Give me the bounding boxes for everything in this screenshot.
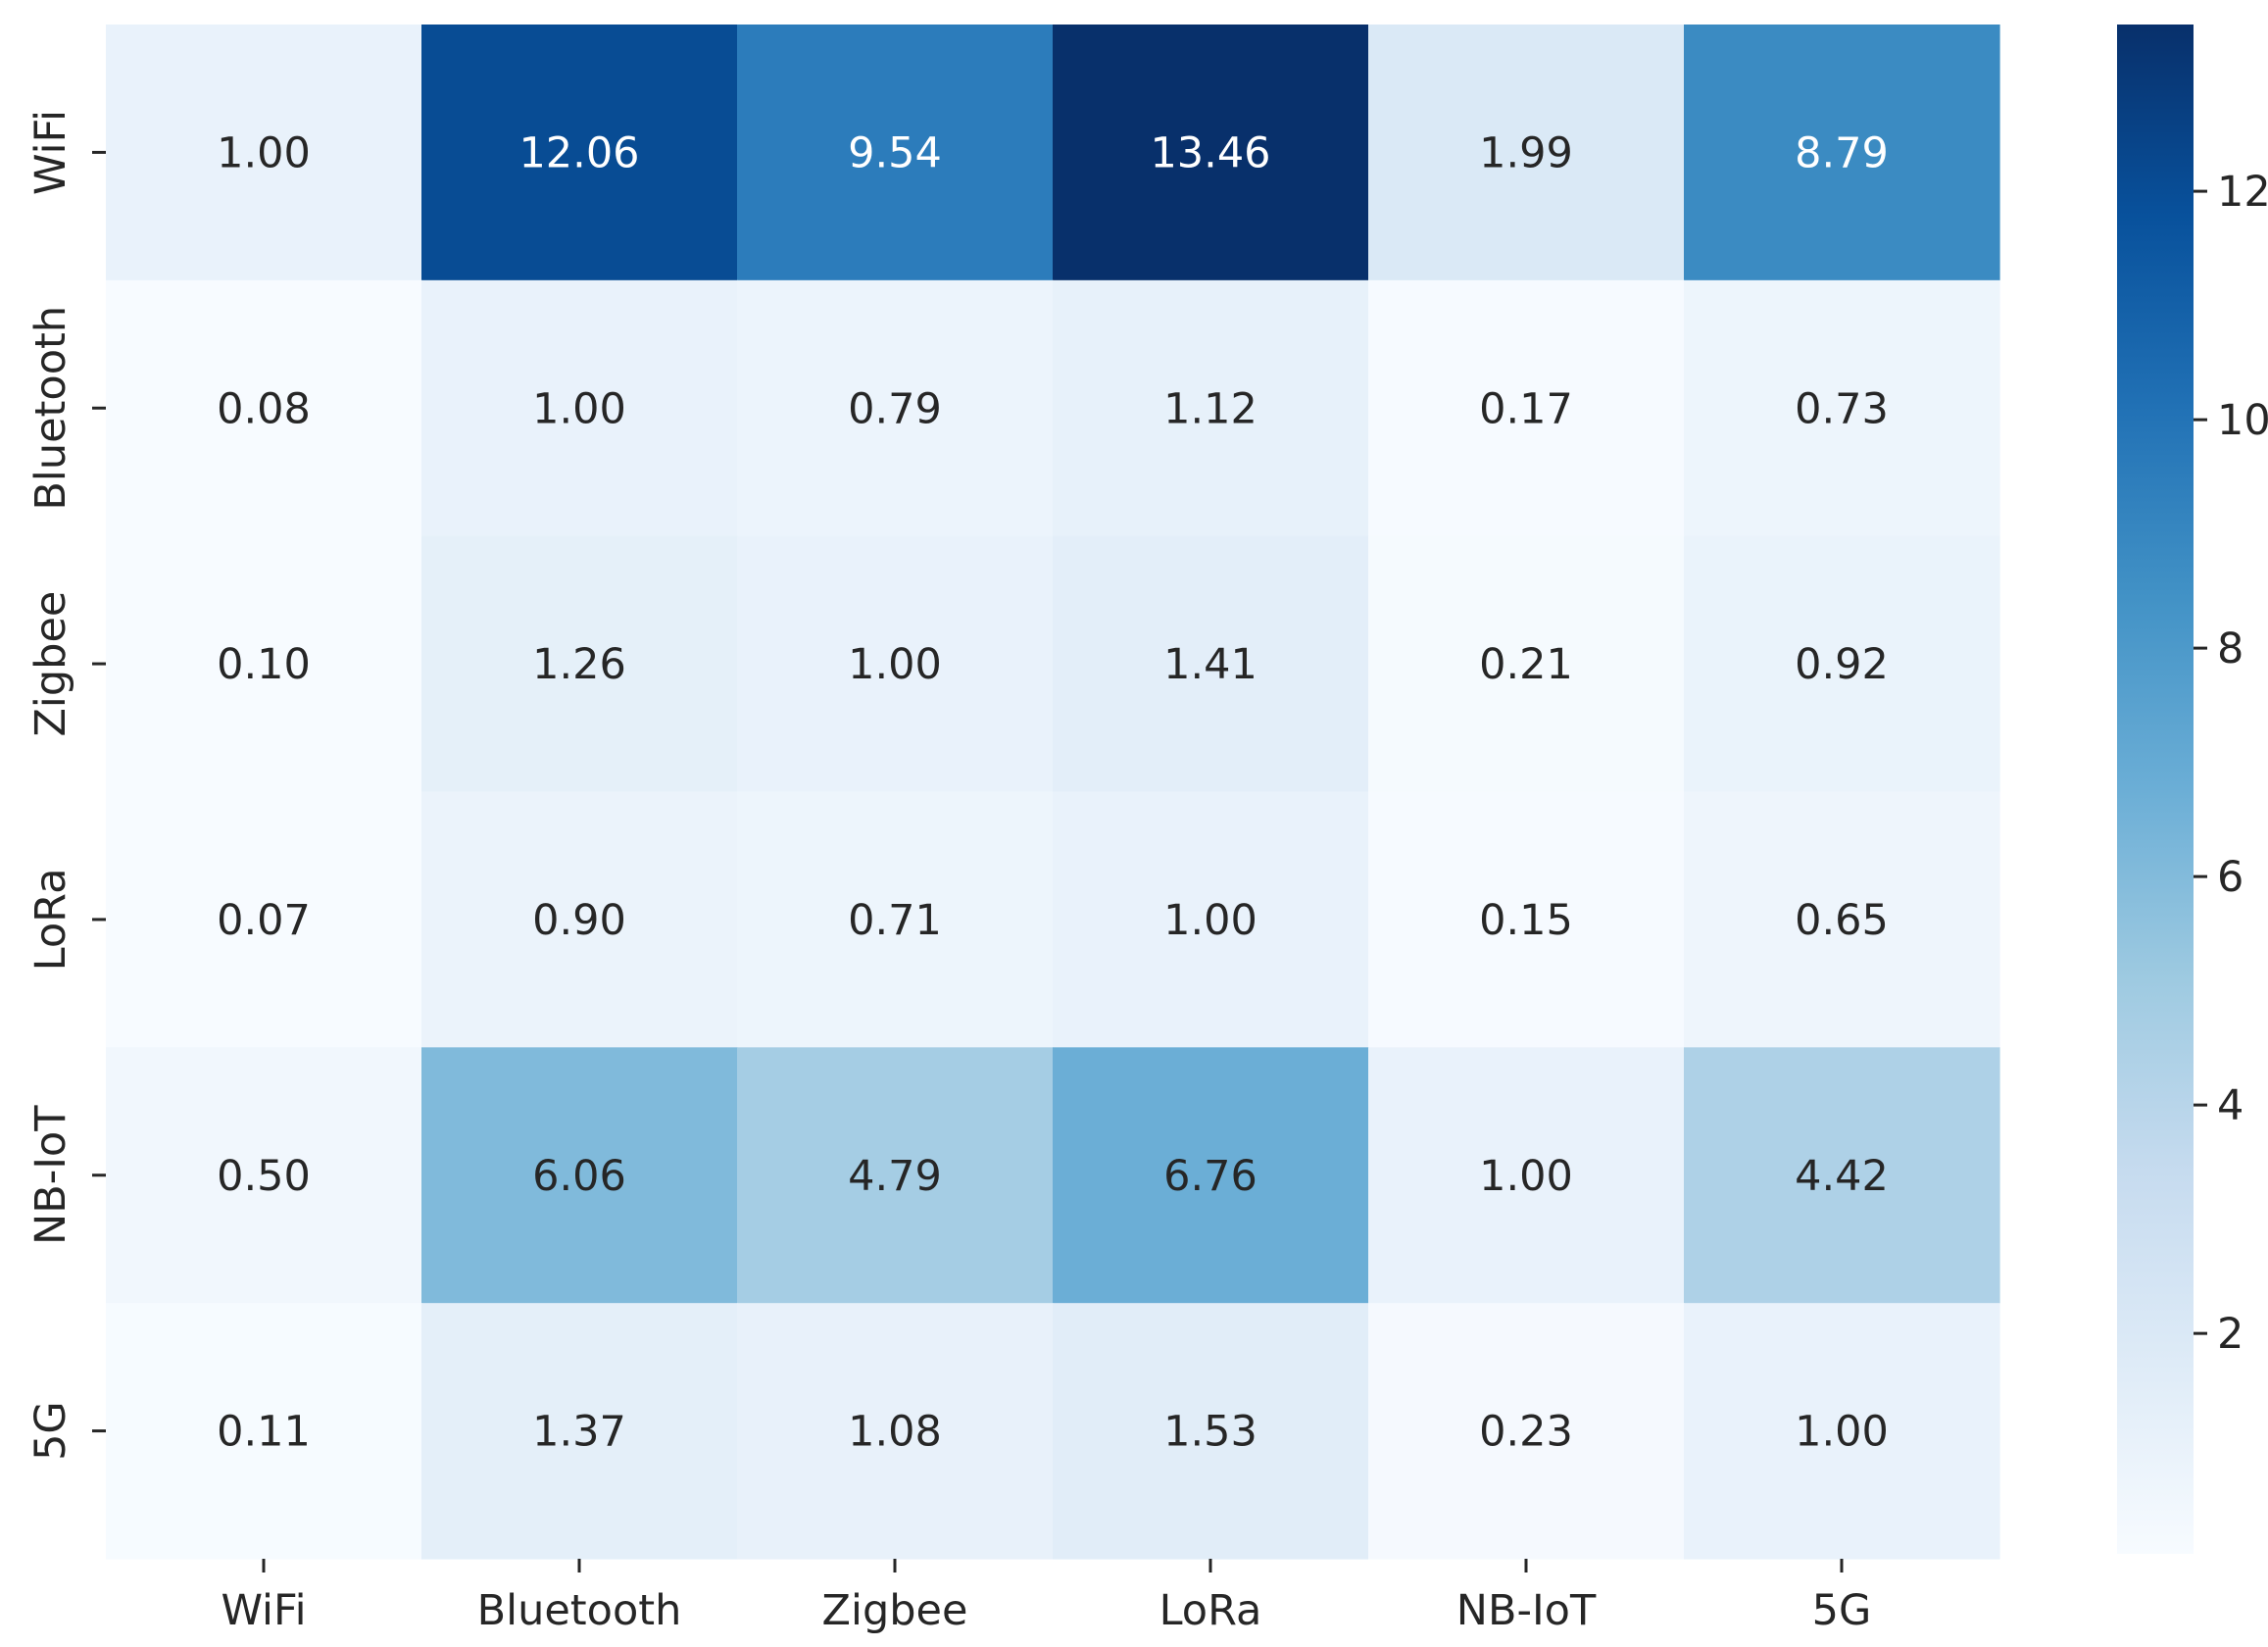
- heatmap-cell-3-4: [1368, 791, 1685, 1048]
- cell-value-label-2-2: 1.00: [848, 640, 942, 689]
- x-tick-label-3: LoRa: [1159, 1586, 1262, 1635]
- heatmap-cell-0-0: [106, 25, 422, 281]
- heatmap-cell-2-3: [1053, 535, 1369, 793]
- cell-value-label-1-3: 1.12: [1163, 384, 1257, 433]
- heatmap-cell-1-4: [1368, 279, 1685, 537]
- cell-value-label-5-3: 1.53: [1163, 1408, 1257, 1457]
- cell-value-label-0-5: 8.79: [1795, 128, 1889, 177]
- y-axis: WiFi Bluetooth Zigbee LoRa NB-IoT 5G: [26, 110, 106, 1461]
- heatmap-cell-1-0: [106, 279, 422, 537]
- heatmap-cell-5-4: [1368, 1303, 1685, 1560]
- cell-value-label-4-0: 0.50: [217, 1152, 311, 1201]
- x-tick-label-1: Bluetooth: [477, 1586, 682, 1635]
- heatmap-cell-4-2: [737, 1047, 1054, 1304]
- colorbar-tick-label-5: 12: [2217, 168, 2268, 217]
- cell-value-label-4-3: 6.76: [1163, 1152, 1257, 1201]
- cell-value-label-5-4: 0.23: [1479, 1408, 1573, 1457]
- cell-value-label-0-3: 13.46: [1150, 128, 1270, 177]
- x-tick-label-5: 5G: [1812, 1586, 1872, 1635]
- cell-value-label-4-1: 6.06: [532, 1152, 626, 1201]
- cell-value-label-4-5: 4.42: [1795, 1152, 1889, 1201]
- cell-value-label-1-2: 0.79: [848, 384, 942, 433]
- x-tick-label-0: WiFi: [221, 1586, 306, 1635]
- heatmap-cell-2-4: [1368, 535, 1685, 793]
- cell-value-label-2-3: 1.41: [1163, 640, 1257, 689]
- heatmap-cell-0-4: [1368, 25, 1685, 281]
- cell-value-label-0-2: 9.54: [848, 128, 942, 177]
- y-tick-label-5: 5G: [26, 1401, 75, 1461]
- heatmap-cell-3-1: [421, 791, 738, 1048]
- colorbar-tick-label-0: 2: [2217, 1310, 2243, 1359]
- heatmap-cell-5-0: [106, 1303, 422, 1560]
- heatmap-cell-0-1: [421, 25, 738, 281]
- heatmap-cell-4-0: [106, 1047, 422, 1304]
- heatmap-cell-4-3: [1053, 1047, 1369, 1304]
- heatmap-cell-0-2: [737, 25, 1054, 281]
- heatmap-cell-2-0: [106, 535, 422, 793]
- colorbar-gradient: [2117, 25, 2194, 1554]
- cell-value-label-5-0: 0.11: [217, 1408, 311, 1457]
- heatmap-cell-1-5: [1684, 279, 2000, 537]
- y-tick-label-2: Zigbee: [26, 591, 75, 737]
- x-tick-label-4: NB-IoT: [1456, 1586, 1597, 1635]
- colorbar: 2 4 6 8 10 12: [2117, 25, 2268, 1554]
- heatmap-cell-4-4: [1368, 1047, 1685, 1304]
- cell-value-label-3-4: 0.15: [1479, 896, 1573, 945]
- y-tick-label-3: LoRa: [26, 869, 75, 972]
- heatmap-cell-5-1: [421, 1303, 738, 1560]
- heatmap-cell-3-2: [737, 791, 1054, 1048]
- cell-value-label-5-2: 1.08: [848, 1408, 942, 1457]
- heatmap-cell-5-2: [737, 1303, 1054, 1560]
- heatmap-cell-5-3: [1053, 1303, 1369, 1560]
- heatmap-cell-5-5: [1684, 1303, 2000, 1560]
- cell-value-label-3-3: 1.00: [1163, 896, 1257, 945]
- cell-value-label-2-0: 0.10: [217, 640, 311, 689]
- cell-value-label-4-2: 4.79: [848, 1152, 942, 1201]
- x-tick-label-2: Zigbee: [822, 1586, 968, 1635]
- heatmap-cell-1-3: [1053, 279, 1369, 537]
- cell-value-label-2-5: 0.92: [1795, 640, 1889, 689]
- heatmap-cell-1-1: [421, 279, 738, 537]
- heatmap-cell-3-0: [106, 791, 422, 1048]
- cell-value-label-5-5: 1.00: [1795, 1408, 1889, 1457]
- colorbar-tick-label-3: 8: [2217, 624, 2243, 674]
- y-tick-label-4: NB-IoT: [26, 1105, 75, 1245]
- cell-value-label-3-2: 0.71: [848, 896, 942, 945]
- cell-value-label-4-4: 1.00: [1479, 1152, 1573, 1201]
- heatmap-cell-2-2: [737, 535, 1054, 793]
- heatmap-cell-0-3: [1053, 25, 1369, 281]
- cell-value-label-0-0: 1.00: [217, 128, 311, 177]
- cell-value-label-5-1: 1.37: [532, 1408, 626, 1457]
- heatmap-cell-1-2: [737, 279, 1054, 537]
- cell-value-label-0-1: 12.06: [518, 128, 639, 177]
- cell-value-label-1-5: 0.73: [1795, 384, 1889, 433]
- heatmap-cell-4-1: [421, 1047, 738, 1304]
- cell-value-label-3-1: 0.90: [532, 896, 626, 945]
- heatmap-cell-3-3: [1053, 791, 1369, 1048]
- y-tick-label-0: WiFi: [26, 110, 75, 195]
- colorbar-tick-label-1: 4: [2217, 1081, 2243, 1130]
- heatmap-cell-2-1: [421, 535, 738, 793]
- cell-value-label-2-1: 1.26: [532, 640, 626, 689]
- cell-value-label-3-5: 0.65: [1795, 896, 1889, 945]
- cell-value-label-0-4: 1.99: [1479, 128, 1573, 177]
- x-axis: WiFi Bluetooth Zigbee LoRa NB-IoT 5G: [221, 1559, 1871, 1635]
- y-tick-label-1: Bluetooth: [26, 306, 75, 511]
- cell-value-label-2-4: 0.21: [1479, 640, 1573, 689]
- colorbar-tick-label-4: 10: [2217, 396, 2268, 445]
- heatmap-cells: 1.00 12.06 9.54 13.46 1.99 8.79 0.08 1.00 0.79 1.…: [106, 25, 2000, 1560]
- cell-value-label-1-4: 0.17: [1479, 384, 1573, 433]
- colorbar-tick-label-2: 6: [2217, 853, 2243, 902]
- heatmap-cell-2-5: [1684, 535, 2000, 793]
- cell-value-label-1-1: 1.00: [532, 384, 626, 433]
- cell-value-label-3-0: 0.07: [217, 896, 311, 945]
- heatmap-cell-0-5: [1684, 25, 2000, 281]
- heatmap-cell-3-5: [1684, 791, 2000, 1048]
- heatmap-cell-4-5: [1684, 1047, 2000, 1304]
- cell-value-label-1-0: 0.08: [217, 384, 311, 433]
